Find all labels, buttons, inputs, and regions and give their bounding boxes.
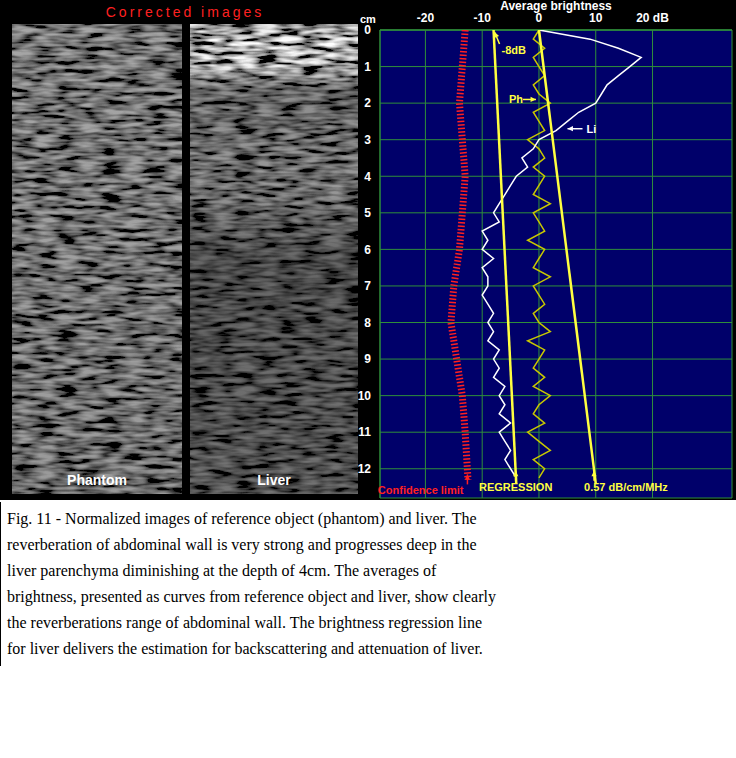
svg-text:10: 10 — [358, 389, 371, 403]
svg-text:9: 9 — [364, 352, 371, 366]
svg-text:0.57 dB/cm/MHz: 0.57 dB/cm/MHz — [584, 481, 668, 493]
svg-text:0: 0 — [536, 11, 543, 25]
svg-text:11: 11 — [358, 425, 371, 439]
html-text:Fig. 11 - Normalized images of: Fig. 11 - Normalized images of reference… — [7, 510, 496, 657]
svg-text:6: 6 — [364, 243, 371, 257]
svg-text:-20: -20 — [417, 11, 435, 25]
svg-text:12: 12 — [358, 462, 371, 476]
html-text:Phantom: Phantom — [67, 472, 127, 488]
svg-text:3: 3 — [364, 133, 371, 147]
svg-text:2: 2 — [364, 96, 371, 110]
svg-text:5: 5 — [364, 206, 371, 220]
svg-text:7: 7 — [364, 279, 371, 293]
svg-text:20 dB: 20 dB — [636, 11, 669, 25]
svg-text:8: 8 — [364, 316, 371, 330]
svg-text:-8dB: -8dB — [502, 44, 527, 56]
svg-text:0: 0 — [364, 23, 371, 37]
html-text:cm: cm — [360, 13, 376, 25]
svg-text:-10: -10 — [474, 11, 492, 25]
html-text:Liver: Liver — [257, 472, 291, 488]
svg-text:1: 1 — [364, 60, 371, 74]
svg-text:Ph: Ph — [509, 93, 523, 105]
svg-text:REGRESSION: REGRESSION — [479, 481, 552, 493]
svg-text:10: 10 — [589, 11, 603, 25]
svg-text:Confidence limit: Confidence limit — [378, 484, 464, 496]
svg-text:4: 4 — [364, 170, 371, 184]
html-text:Corrected images: Corrected images — [105, 4, 265, 20]
html-text:Average brightness: Average brightness — [500, 0, 612, 13]
svg-text:Li: Li — [587, 123, 597, 135]
